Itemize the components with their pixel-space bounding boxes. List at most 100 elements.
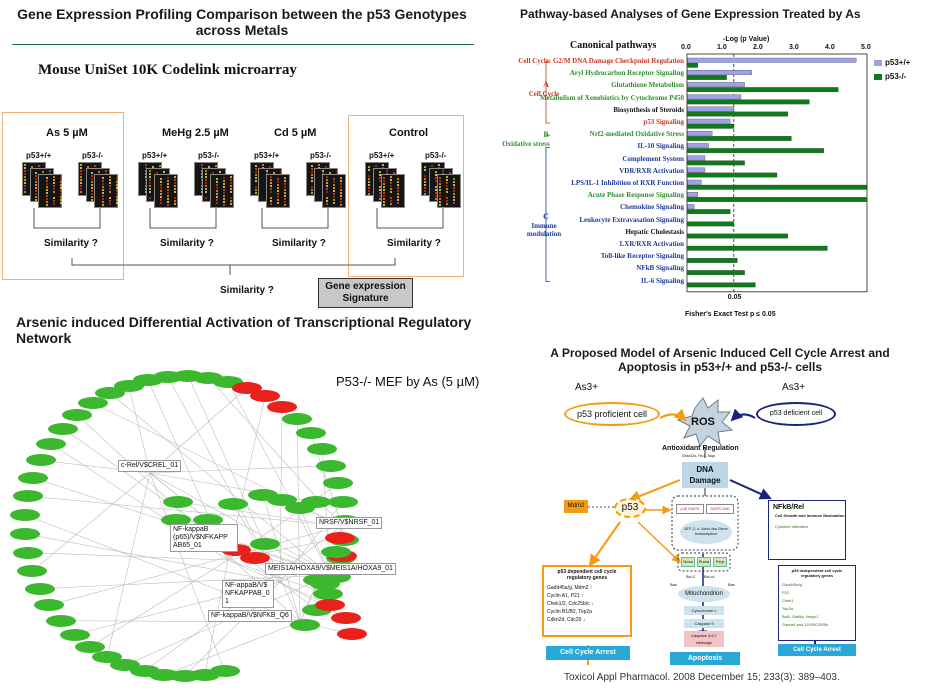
upregulated-gene-node (289, 619, 320, 632)
overall-similarity-label: Similarity ? (220, 285, 274, 296)
ros-label: ROS (691, 416, 715, 428)
transcription-factor-node: NF-kappaB (p65)/V$NFKAPP AB65_01 (170, 524, 238, 552)
array-spot (424, 178, 426, 180)
array-spot (160, 187, 162, 189)
upregulated-gene-node (193, 514, 223, 526)
x-tick-label: 5.0 (861, 44, 871, 51)
array-spot (91, 181, 93, 183)
bar-wt (687, 192, 698, 197)
array-spot (269, 166, 271, 168)
array-spot (333, 181, 335, 183)
mitochondrion: Mitochondrion (678, 586, 730, 602)
array-spot (35, 190, 37, 192)
upregulated-gene-node (110, 659, 141, 672)
array-spot (223, 201, 225, 203)
pathway-label: LXR/RXR Activation (619, 240, 684, 248)
noxa-box: Noxa (681, 557, 695, 567)
array-spot (53, 185, 55, 187)
regulatory-edge (227, 559, 328, 595)
array-spot (24, 191, 26, 193)
regulatory-edge (28, 495, 343, 527)
dep-title: p53 dependent cell cycle regulatory gene… (557, 569, 617, 581)
condition-label: Cd 5 µM (274, 127, 317, 139)
upregulated-gene-node (18, 471, 49, 484)
array-spot (35, 196, 37, 198)
array-spot (379, 180, 381, 182)
array-spot (333, 184, 335, 186)
bak-label: Bak (670, 582, 677, 587)
array-spot (174, 191, 176, 193)
array-spot (311, 189, 313, 191)
x-tick-label: 1.0 (717, 44, 727, 51)
array-spot (160, 181, 162, 183)
bar-wt (687, 57, 857, 63)
array-spot (116, 187, 118, 189)
similarity-bracket (149, 208, 217, 229)
array-spot (277, 184, 279, 186)
dep-gene-list: Gadd45a/g, Mdm2 ↑ Cyclin A1, P21 ↑ Chek1/2… (547, 584, 627, 624)
cytokine-label: Cytokine alteration (775, 524, 809, 529)
array-spot (277, 181, 279, 183)
chart-xlabel: -Log (p Value) (723, 36, 770, 43)
array-spot (24, 182, 26, 184)
array-spot (223, 192, 225, 194)
array-spot (163, 171, 165, 173)
bar-wt (687, 70, 752, 75)
bar-ko (687, 209, 731, 215)
array-spot (368, 193, 370, 195)
pathway-label: IL-6 Signaling (641, 276, 684, 285)
cell-growth-label: Cell Growth and Immune Modulation (775, 513, 845, 518)
array-spot (397, 178, 399, 180)
array-spot (446, 176, 448, 178)
array-spot (60, 187, 62, 189)
array-spot (174, 197, 176, 199)
array-spot (215, 165, 217, 167)
upregulated-gene-node (10, 508, 41, 521)
array-spot (439, 180, 441, 182)
array-spot (35, 181, 37, 183)
array-spot (284, 192, 286, 194)
array-spot (35, 175, 37, 177)
regulatory-edge (32, 472, 151, 572)
indep-gene-item: Gadd45a/g (782, 582, 802, 587)
array-spot (453, 181, 455, 183)
regulatory-edge (39, 574, 331, 589)
array-spot (453, 184, 455, 186)
array-spot (49, 170, 51, 172)
array-spot (326, 191, 328, 193)
array-spot (368, 184, 370, 186)
regulatory-edge (262, 494, 301, 623)
array-spot (42, 171, 44, 173)
array-spot (91, 190, 93, 192)
network-panel: Arsenic induced Differential Activation … (0, 312, 520, 692)
bar-wt (687, 204, 695, 210)
array-spot (160, 178, 162, 180)
array-spot (205, 197, 207, 199)
regulatory-edge (279, 581, 347, 619)
caspase-367-box: Caspase 3,6,7 cleavage (684, 631, 724, 647)
x-tick-label: 3.0 (789, 44, 799, 51)
downregulated-gene-node (250, 390, 281, 403)
microarray-chip (437, 174, 461, 208)
transcription-factor-node: c-Rel/V$CREL_01 (118, 460, 182, 472)
array-spot (390, 182, 392, 184)
array-spot (435, 186, 437, 188)
array-spot (102, 186, 104, 188)
array-spot (280, 171, 282, 173)
array-spot (91, 178, 93, 180)
microarray-chip (38, 174, 62, 208)
array-spot (383, 180, 385, 182)
transcription-factor-node: NF-appaB/V$ NFKAPPAB_0 1 (222, 580, 274, 608)
array-spot (333, 199, 335, 201)
similarity-bracket (261, 208, 329, 229)
array-spot (439, 186, 441, 188)
genotype-label: p53+/+ (142, 151, 168, 160)
array-spot (216, 196, 218, 198)
group-bracket (545, 61, 550, 124)
array-spot (270, 182, 272, 184)
array-spot (383, 204, 385, 206)
chart-title: Pathway-based Analyses of Gene Expressio… (520, 7, 861, 21)
dep-gene-item: Cdkn2d, Cdc20 ↓ (547, 617, 586, 623)
pathway-label: Complement System (622, 154, 684, 163)
array-spot (277, 196, 279, 198)
